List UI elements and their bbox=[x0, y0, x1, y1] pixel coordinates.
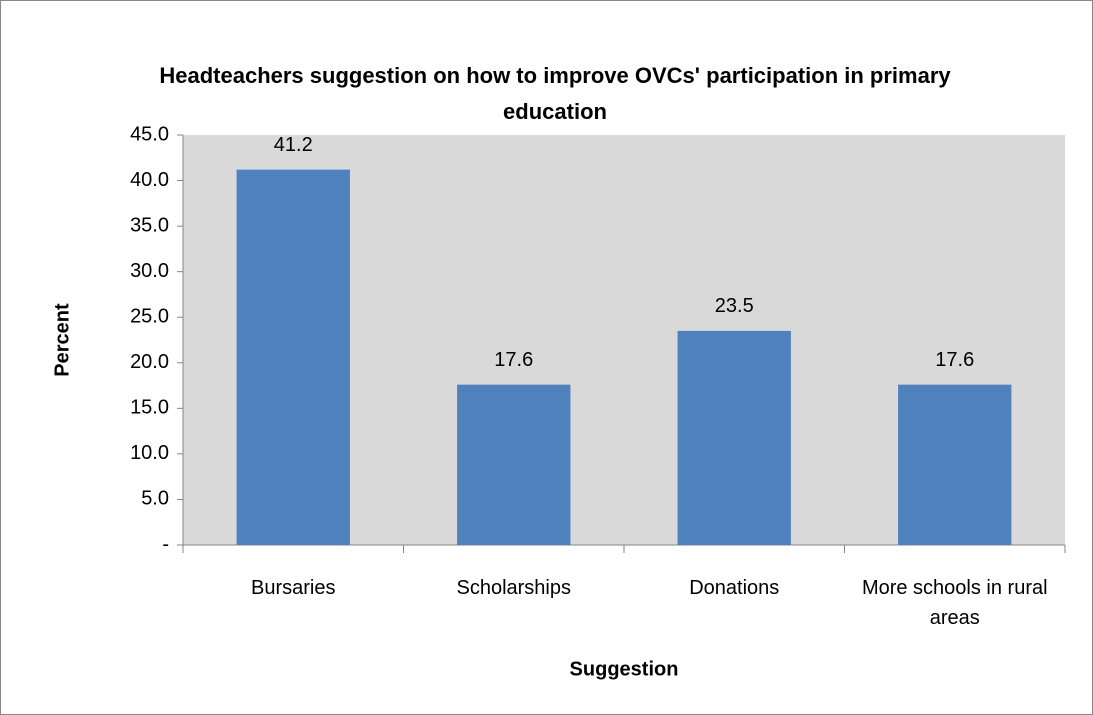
y-tick-label: - bbox=[162, 533, 169, 555]
y-tick-label: 35.0 bbox=[130, 214, 169, 236]
x-tick-label: More schools in rural areas bbox=[861, 577, 1048, 629]
y-axis-label: Percent bbox=[51, 303, 73, 377]
y-tick-label: 10.0 bbox=[130, 442, 169, 464]
data-label: 23.5 bbox=[715, 295, 754, 317]
y-tick-label: 40.0 bbox=[130, 169, 169, 191]
chart-title: Headteachers suggestion on how to improv… bbox=[159, 63, 951, 124]
y-tick-label: 30.0 bbox=[130, 260, 169, 282]
x-tick-label: Bursaries bbox=[251, 577, 336, 599]
y-tick-label: 15.0 bbox=[130, 397, 169, 419]
data-label: 17.6 bbox=[494, 349, 533, 371]
data-label: 41.2 bbox=[274, 134, 313, 156]
y-tick-label: 20.0 bbox=[130, 351, 169, 373]
y-tick-label: 5.0 bbox=[141, 488, 169, 510]
y-tick-label: 45.0 bbox=[130, 123, 169, 145]
x-tick-label: Donations bbox=[689, 577, 780, 599]
y-tick-label: 25.0 bbox=[130, 306, 169, 328]
bar bbox=[677, 330, 791, 545]
bar bbox=[457, 384, 571, 545]
x-axis-label: Suggestion bbox=[570, 658, 679, 680]
bar bbox=[236, 169, 350, 545]
bar bbox=[898, 384, 1012, 545]
x-tick-label: Scholarships bbox=[456, 577, 571, 599]
data-label: 17.6 bbox=[935, 349, 974, 371]
